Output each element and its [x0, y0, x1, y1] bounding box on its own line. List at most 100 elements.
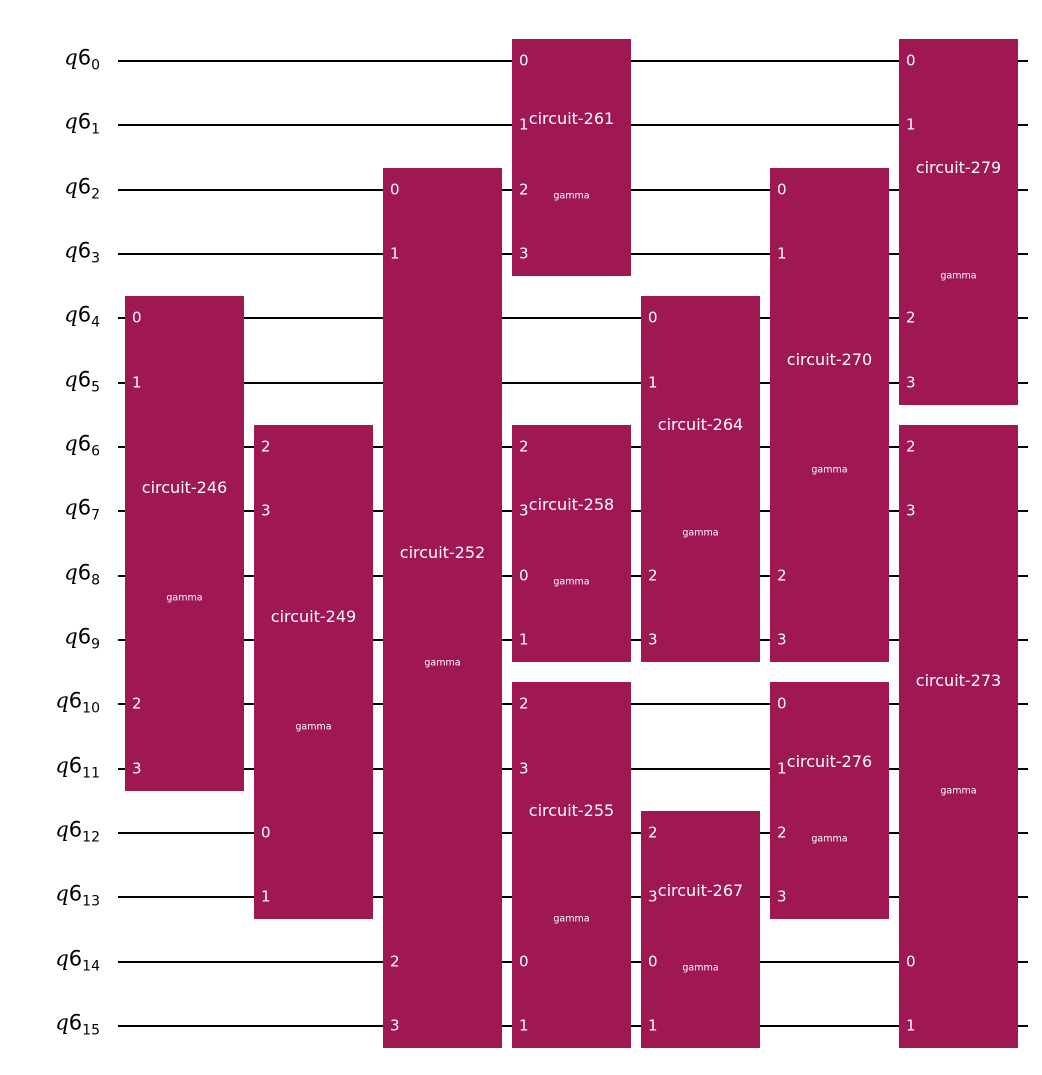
gate-port-label: 2 — [777, 823, 787, 842]
gate-port-label: 1 — [648, 1016, 658, 1035]
gate-title: circuit-270 — [786, 349, 873, 369]
gate-title: circuit-255 — [528, 801, 615, 821]
gate-circuit-267: circuit-267 gamma 2 3 0 1 — [641, 810, 760, 1048]
gate-circuit-270: circuit-270 gamma 0 1 2 3 — [770, 167, 889, 662]
qubit-label-4: q64 — [0, 302, 100, 330]
qubit-register-letter: q — [64, 302, 78, 327]
gate-port-label: 3 — [906, 373, 916, 392]
qubit-register-letter: q — [64, 366, 78, 391]
qubit-index: 11 — [82, 764, 100, 781]
qubit-register-number: 6 — [68, 945, 83, 970]
qubit-index: 12 — [82, 829, 100, 846]
qubit-label-0: q60 — [0, 45, 100, 74]
gate-port-label: 1 — [777, 759, 787, 778]
gate-title: circuit-273 — [915, 671, 1002, 691]
gate-title: circuit-252 — [399, 542, 486, 562]
qubit-register-letter: q — [64, 45, 78, 70]
gate-port-label: 0 — [906, 51, 916, 70]
gate-port-label: 3 — [519, 501, 529, 520]
gate-title: circuit-264 — [657, 415, 744, 435]
gate-circuit-273: circuit-273 gamma 2 3 0 1 — [899, 424, 1018, 1048]
qubit-index: 1 — [91, 121, 100, 138]
gate-port-label: 3 — [519, 759, 529, 778]
qubit-register-number: 6 — [68, 881, 83, 906]
qubit-register-number: 6 — [77, 366, 92, 391]
gate-circuit-252: circuit-252 gamma 0 1 2 3 — [383, 167, 502, 1048]
qubit-register-number: 6 — [68, 817, 83, 842]
qubit-label-11: q611 — [0, 752, 100, 781]
gate-param: gamma — [553, 913, 590, 925]
gate-port-label: 2 — [519, 437, 529, 456]
gate-port-label: 2 — [906, 308, 916, 327]
qubit-label-3: q63 — [0, 238, 100, 266]
gate-param: gamma — [553, 190, 590, 202]
gate-port-label: 3 — [777, 630, 787, 649]
qubit-register-letter: q — [64, 238, 78, 263]
gate-port-label: 0 — [261, 823, 271, 842]
gate-circuit-246: circuit-246 gamma 0 1 2 3 — [125, 296, 244, 791]
qubit-register-number: 6 — [77, 431, 92, 456]
gate-port-label: 2 — [777, 566, 787, 585]
gate-port-label: 0 — [519, 952, 529, 971]
gate-port-label: 1 — [519, 630, 529, 649]
gate-circuit-249: circuit-249 gamma 2 3 0 1 — [254, 424, 373, 920]
gate-port-label: 3 — [390, 1016, 400, 1035]
qubit-register-number: 6 — [77, 559, 92, 584]
gate-param: gamma — [295, 721, 332, 733]
qubit-register-letter: q — [64, 173, 78, 198]
qubit-index: 13 — [82, 893, 100, 910]
gate-port-label: 2 — [390, 952, 400, 971]
gate-port-label: 0 — [777, 694, 787, 713]
gate-port-label: 3 — [519, 244, 529, 263]
gate-port-label: 1 — [519, 1016, 529, 1035]
gate-port-label: 1 — [519, 115, 529, 134]
gate-port-label: 0 — [906, 952, 916, 971]
gate-param: gamma — [682, 527, 719, 539]
qubit-wire-5 — [118, 381, 1028, 384]
gate-port-label: 1 — [132, 373, 142, 392]
gate-param: gamma — [811, 464, 848, 476]
qubit-register-number: 6 — [77, 238, 92, 263]
gate-port-label: 2 — [648, 823, 658, 842]
gate-circuit-264: circuit-264 gamma 0 1 2 3 — [641, 296, 760, 662]
qubit-register-letter: q — [55, 881, 69, 906]
qubit-register-letter: q — [55, 945, 69, 970]
qubit-register-number: 6 — [68, 688, 83, 713]
gate-param: gamma — [940, 269, 977, 281]
qubit-index: 0 — [91, 57, 100, 74]
qubit-register-number: 6 — [77, 302, 92, 327]
qubit-index: 15 — [82, 1022, 100, 1039]
qubit-label-1: q61 — [0, 109, 100, 138]
gate-port-label: 0 — [519, 51, 529, 70]
qubit-register-letter: q — [55, 688, 69, 713]
qubit-index: 14 — [82, 957, 100, 974]
qubit-label-10: q610 — [0, 688, 100, 716]
gate-param: gamma — [553, 576, 590, 588]
qubit-index: 6 — [91, 443, 100, 460]
gate-port-label: 3 — [648, 630, 658, 649]
qubit-register-letter: q — [64, 495, 78, 520]
qubit-index: 9 — [91, 636, 100, 653]
qubit-register-letter: q — [55, 1010, 69, 1035]
qubit-label-7: q67 — [0, 495, 100, 523]
qubit-register-number: 6 — [77, 495, 92, 520]
qubit-wire-4 — [118, 317, 1028, 320]
qubit-register-letter: q — [64, 559, 78, 584]
qubit-label-2: q62 — [0, 173, 100, 201]
gate-circuit-258: circuit-258 gamma 2 3 0 1 — [512, 424, 631, 662]
gate-port-label: 1 — [906, 1016, 916, 1035]
gate-param: gamma — [811, 833, 848, 845]
gate-port-label: 2 — [519, 694, 529, 713]
gate-port-label: 3 — [132, 759, 142, 778]
qubit-index: 5 — [91, 378, 100, 395]
gate-port-label: 2 — [519, 180, 529, 199]
qubit-register-number: 6 — [68, 752, 83, 777]
qubit-label-15: q615 — [0, 1010, 100, 1039]
gate-port-label: 2 — [906, 437, 916, 456]
gate-param: gamma — [166, 592, 203, 604]
qubit-label-13: q613 — [0, 881, 100, 910]
qubit-register-letter: q — [64, 431, 78, 456]
gate-port-label: 1 — [261, 887, 271, 906]
qubit-register-letter: q — [64, 109, 78, 134]
